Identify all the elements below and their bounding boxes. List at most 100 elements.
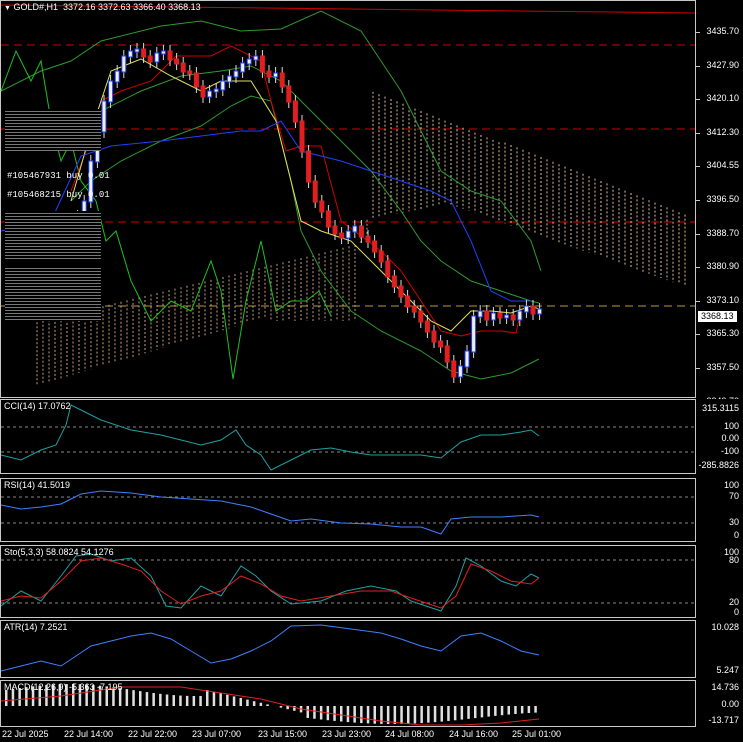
candle-body	[240, 62, 246, 73]
candle-body	[127, 50, 133, 58]
candle-body	[101, 100, 107, 133]
macd-bar	[125, 689, 129, 706]
cci-panel[interactable]: CCI(14) 17.0762	[0, 399, 696, 474]
macd-bar	[45, 684, 48, 706]
candle-body	[121, 55, 127, 73]
time-axis-label: 23 Jul 07:00	[192, 729, 242, 739]
macd-bar	[118, 688, 122, 706]
macd-bar	[259, 702, 263, 706]
macd-bar	[219, 693, 222, 706]
candle-body	[180, 62, 186, 73]
macd-bar	[172, 695, 175, 706]
macd-bar	[527, 706, 531, 714]
symbol-title: ▼ GOLD#,H1 3372.16 3372.63 3366.40 3368.…	[4, 2, 201, 12]
macd-bar	[400, 706, 403, 724]
macd-bar	[252, 701, 256, 706]
order-label[interactable]: #105468215 buy 0.01	[7, 190, 110, 200]
time-axis[interactable]: 22 Jul 2025 22 Jul 14:00 22 Jul 22:00 23 Ju…	[0, 728, 743, 742]
time-axis-label: 23 Jul 23:00	[322, 729, 372, 739]
cci-line	[1, 404, 540, 471]
macd-bar	[413, 706, 417, 724]
macd-bar	[11, 689, 15, 706]
stochastic-axis: 100 80 20 0	[696, 545, 743, 618]
candle-body	[312, 180, 318, 203]
candle-body	[213, 88, 219, 93]
macd-bar	[232, 696, 236, 706]
macd-bar	[185, 695, 189, 706]
price-axis-label: 3396.50	[706, 194, 739, 204]
macd-bar	[453, 706, 457, 721]
macd-bar	[500, 706, 504, 716]
macd-bar	[333, 706, 336, 721]
macd-bar	[51, 684, 55, 706]
order-label-stack[interactable]	[5, 109, 101, 151]
time-axis-label: 24 Jul 08:00	[385, 729, 435, 739]
candle-body	[174, 58, 180, 65]
candle-body	[226, 75, 232, 83]
macd-bar	[165, 694, 169, 706]
rsi-title: RSI(14) 41.5019	[4, 480, 71, 490]
macd-bar	[380, 706, 383, 724]
candle-body	[378, 250, 384, 263]
candle-body	[266, 70, 272, 78]
macd-axis: 14.736 0.00 -13.717	[696, 680, 743, 727]
price-chart-canvas[interactable]	[1, 1, 696, 398]
candle-body	[510, 314, 516, 321]
cci-title: CCI(14) 17.0762	[4, 401, 71, 411]
candle-body	[233, 70, 239, 78]
macd-bar	[346, 706, 350, 723]
stochastic-signal	[1, 557, 540, 609]
candle-body	[339, 232, 345, 239]
candle-body	[365, 235, 371, 243]
candle-body	[167, 50, 173, 61]
candle-body	[187, 70, 193, 75]
atr-line	[1, 624, 540, 672]
macd-bar	[313, 706, 316, 719]
candle-body	[477, 310, 483, 318]
order-label[interactable]: #105467931 buy 0.01	[7, 171, 110, 181]
rsi-panel[interactable]: RSI(14) 41.5019	[0, 478, 696, 542]
main-chart-panel[interactable]: ▼ GOLD#,H1 3372.16 3372.63 3366.40 3368.…	[0, 0, 696, 398]
macd-bar	[433, 706, 437, 723]
candle-body	[451, 360, 457, 378]
bollinger-upper	[1, 10, 542, 272]
candle-body	[325, 210, 331, 228]
macd-bar	[293, 706, 296, 711]
candle-body	[471, 315, 477, 353]
macd-bar	[266, 704, 269, 706]
candle-body	[147, 55, 153, 63]
macd-canvas	[1, 684, 540, 726]
order-label-stack[interactable]	[5, 266, 101, 321]
candle-body	[398, 285, 404, 298]
macd-bar	[239, 698, 242, 706]
candle-body	[411, 305, 417, 313]
candle-body	[246, 58, 252, 65]
candle-body	[444, 345, 450, 363]
macd-bar	[31, 686, 35, 706]
macd-bar	[206, 690, 209, 706]
candle-body	[259, 55, 265, 73]
macd-bar	[440, 706, 443, 722]
rsi-axis: 100 70 30 0	[696, 478, 743, 542]
macd-bar	[38, 685, 41, 706]
macd-bar	[427, 706, 430, 723]
stochastic-main	[1, 553, 540, 612]
kijun-sen	[70, 45, 522, 337]
candle-body	[286, 85, 292, 103]
stochastic-panel[interactable]: Sto(5,3,3) 58.0824 54.1276	[0, 545, 696, 618]
order-label-stack[interactable]	[5, 211, 101, 261]
macd-bar	[520, 706, 524, 714]
atr-axis: 10.028 5.247	[696, 620, 743, 678]
candle-body	[193, 72, 199, 88]
candle-body	[391, 275, 397, 288]
macd-bar	[386, 706, 390, 724]
candle-body	[385, 260, 391, 278]
macd-bar	[534, 706, 537, 713]
macd-panel[interactable]: MACD(12,26,9) -5.363 -7.195	[0, 680, 696, 727]
macd-bar	[340, 706, 343, 722]
macd-bar	[85, 684, 88, 706]
macd-bar	[226, 694, 229, 706]
time-axis-label: 22 Jul 2025	[2, 729, 49, 739]
price-axis[interactable]: 3435.70 3427.90 3420.10 3412.30 3404.55 3396.…	[696, 0, 743, 406]
atr-panel[interactable]: ATR(14) 7.2521	[0, 620, 696, 678]
